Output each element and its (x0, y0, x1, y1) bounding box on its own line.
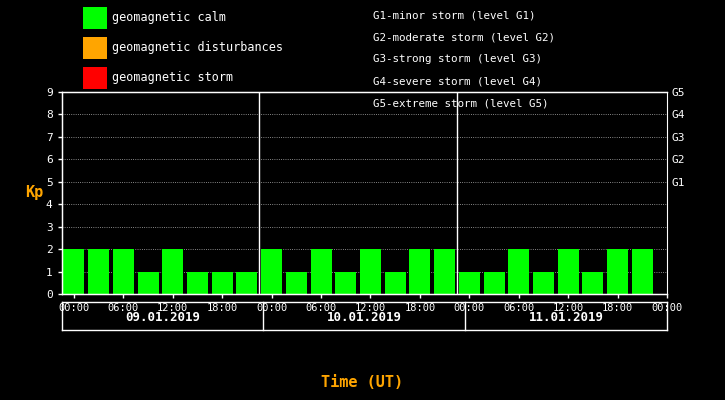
Bar (410, 249, 431, 294)
Bar (64, 249, 85, 294)
Bar (138, 272, 159, 294)
Bar (261, 249, 282, 294)
Y-axis label: Kp: Kp (25, 186, 44, 200)
Bar (310, 249, 331, 294)
Text: geomagnetic calm: geomagnetic calm (112, 12, 226, 24)
Text: 09.01.2019: 09.01.2019 (125, 311, 200, 324)
Bar (360, 249, 381, 294)
Bar (187, 272, 208, 294)
Bar (335, 272, 356, 294)
Text: 10.01.2019: 10.01.2019 (327, 311, 402, 324)
Bar (434, 249, 455, 294)
Text: Time (UT): Time (UT) (321, 375, 404, 390)
Bar (582, 272, 603, 294)
Bar (631, 249, 652, 294)
Bar (508, 249, 529, 294)
Text: G2-moderate storm (level G2): G2-moderate storm (level G2) (373, 32, 555, 42)
Text: G5-extreme storm (level G5): G5-extreme storm (level G5) (373, 98, 549, 108)
Bar (607, 249, 628, 294)
Bar (459, 272, 480, 294)
Text: G3-strong storm (level G3): G3-strong storm (level G3) (373, 54, 542, 64)
Bar (286, 272, 307, 294)
Bar (236, 272, 257, 294)
Bar (558, 249, 579, 294)
Text: geomagnetic storm: geomagnetic storm (112, 72, 233, 84)
Text: G4-severe storm (level G4): G4-severe storm (level G4) (373, 76, 542, 86)
Text: geomagnetic disturbances: geomagnetic disturbances (112, 42, 283, 54)
Bar (212, 272, 233, 294)
Bar (88, 249, 109, 294)
Text: 11.01.2019: 11.01.2019 (529, 311, 604, 324)
Bar (113, 249, 134, 294)
Bar (484, 272, 505, 294)
Text: G1-minor storm (level G1): G1-minor storm (level G1) (373, 10, 536, 20)
Bar (533, 272, 554, 294)
Bar (385, 272, 406, 294)
Bar (162, 249, 183, 294)
